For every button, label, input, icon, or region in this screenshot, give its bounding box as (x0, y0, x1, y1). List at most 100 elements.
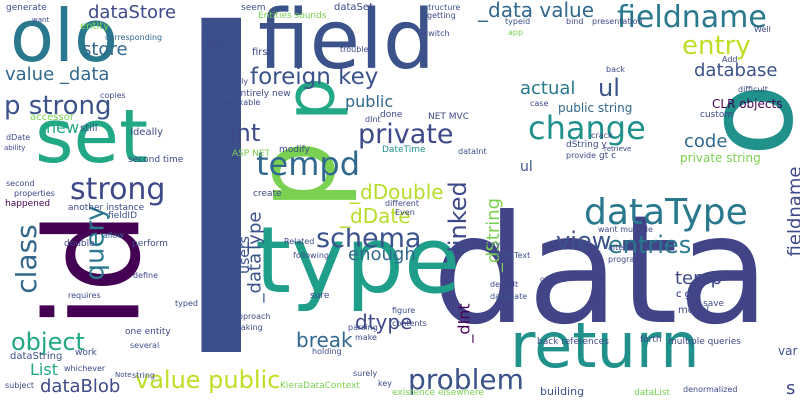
cloud-word-code: code (684, 131, 728, 152)
cloud-word-ul: ul (598, 74, 620, 102)
cloud-word-clr-objects: CLR objects (712, 97, 783, 111)
cloud-word-even: Even (395, 208, 415, 217)
cloud-word-typeid: typeid (505, 17, 531, 26)
cloud-word-happened: happened (5, 199, 51, 209)
cloud-word-object: object (11, 328, 85, 356)
cloud-word-existence-elsewhere: existence elsewhere (392, 388, 484, 398)
cloud-word-dtype: dtype (355, 310, 413, 334)
cloud-word-well: Well (754, 25, 771, 34)
cloud-word-datatype: dataType (584, 192, 748, 233)
cloud-word-class: class (9, 224, 43, 294)
cloud-word-accessor: accessor (30, 112, 74, 123)
cloud-word-whichever: whichever (64, 364, 106, 373)
cloud-word-ul-small: ul (520, 159, 533, 175)
cloud-word-another-instance: another instance (68, 203, 145, 213)
cloud-word-type: type (255, 207, 461, 314)
cloud-word-course: course (540, 275, 567, 284)
cloud-word-olo: olo (10, 0, 119, 78)
cloud-word-entities-sounds: Entities sounds (258, 11, 327, 21)
cloud-word-related: Related (284, 237, 315, 246)
cloud-word-one-entity: one entity (125, 327, 171, 337)
cloud-word-making: making (233, 323, 263, 332)
cloud-word-second-time: second time (128, 155, 184, 165)
cloud-word-property: property (207, 28, 242, 37)
cloud-word-s: s (786, 378, 796, 399)
cloud-word-app: app (508, 28, 524, 37)
cloud-word-switch: switch (424, 29, 450, 38)
cloud-word-datastring: dataString (10, 351, 63, 362)
cloud-word-holding: holding (312, 347, 342, 356)
cloud-word-back: back (606, 65, 626, 74)
cloud-word-datetime: DateTime (382, 145, 426, 155)
cloud-word-datablob: dataBlob (40, 376, 121, 397)
cloud-word-list: List (30, 360, 58, 379)
cloud-word-public: public (345, 92, 394, 111)
cloud-word-ddate-small: dDate (6, 133, 31, 142)
cloud-word-data: data (432, 184, 770, 358)
cloud-word-l: l (160, 0, 283, 400)
cloud-word-sure: sure (310, 291, 330, 301)
cloud-word-gt-c: gt c (599, 151, 617, 161)
cloud-word-fieldname: fieldname (617, 0, 767, 35)
cloud-word-dint-small: dInt (365, 115, 381, 124)
cloud-word-datatext: dataText (496, 251, 531, 260)
cloud-word-typed: typed (175, 299, 198, 308)
cloud-word-c-gt: c gt (676, 289, 695, 300)
cloud-word-strong: strong (70, 172, 166, 207)
cloud-word-asp-net: ASP NET (232, 149, 271, 159)
cloud-word-building: building (540, 385, 585, 398)
cloud-word-save: save (703, 299, 725, 309)
cloud-word-entry: entry (682, 31, 751, 61)
cloud-word-provide: provide (566, 151, 597, 160)
cloud-word-default: default (490, 280, 519, 289)
cloud-word-kieradatacontext: KieraDataContext (280, 381, 360, 391)
cloud-word-want-multiple: want multiple (598, 225, 653, 234)
cloud-word-way: way (484, 240, 501, 249)
cloud-word-c-gt-2: c gt (676, 289, 695, 300)
cloud-word-fieldname-small: _fieldname (784, 166, 800, 266)
cloud-word-database: database (694, 60, 778, 81)
cloud-word-approach: approach (233, 312, 271, 321)
cloud-word-public-string: public string (558, 101, 633, 115)
cloud-word-string: string (132, 371, 155, 380)
cloud-word-key: key (378, 379, 393, 388)
cloud-word-dataint: dataInt (458, 147, 487, 156)
cloud-word-back-references: back references (537, 337, 609, 347)
cloud-word-foreign-key: foreign key (250, 64, 379, 90)
cloud-word-ideally: Ideally (130, 127, 164, 138)
cloud-word-private-string: private string (680, 151, 761, 165)
cloud-word-corresponding: corresponding (105, 33, 163, 42)
cloud-word-p-strong: p strong (4, 91, 112, 121)
cloud-word-make: make (355, 333, 377, 342)
cloud-word-datadate: dataDate (490, 292, 528, 301)
cloud-word-int: int (229, 119, 261, 147)
cloud-word-first: first (252, 47, 272, 58)
cloud-word-really: really (226, 77, 249, 86)
cloud-word-datalist: dataList (634, 388, 671, 398)
cloud-word-add: Add (722, 55, 738, 64)
cloud-word-ddate: _dDate (340, 204, 411, 228)
cloud-word-crack: crack (591, 131, 613, 140)
cloud-word-several: several (130, 341, 160, 350)
cloud-word-subject: subject (5, 381, 34, 390)
cloud-word-ddouble: _dDouble (350, 180, 444, 204)
cloud-word-getting: getting (427, 11, 456, 20)
cloud-word-value-data: value _data (5, 64, 110, 85)
cloud-word-nothing: Nothing (207, 40, 239, 49)
cloud-word-presentation: presentation (592, 17, 643, 26)
cloud-word-case: case (530, 99, 549, 108)
cloud-word-entirely-new: entirely new (235, 89, 291, 99)
cloud-word-copies: copies (100, 91, 126, 100)
cloud-word-perform: perform (132, 239, 168, 249)
cloud-word-trouble: trouble (340, 45, 369, 54)
cloud-word-enough: enough (348, 244, 416, 265)
cloud-word-view: view (556, 227, 612, 255)
cloud-word-fieldid: fieldID (108, 211, 138, 221)
cloud-word-modify: modify (279, 145, 310, 155)
cloud-word-dint: _dInt (454, 303, 474, 343)
cloud-word-second: second (6, 179, 35, 188)
cloud-word-requires: requires (68, 291, 101, 300)
cloud-word-difficult: difficult (738, 85, 768, 94)
cloud-word-double: double (64, 239, 95, 249)
cloud-word-forth: forth (640, 335, 662, 345)
